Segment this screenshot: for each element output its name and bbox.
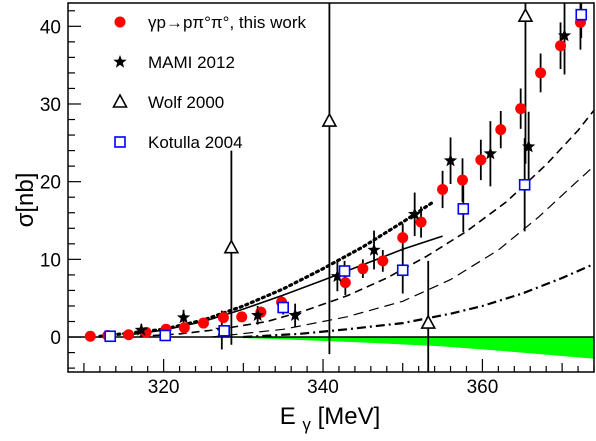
- y-tick-label-0: 0: [50, 328, 61, 349]
- theory-curve-solid: [123, 235, 443, 337]
- data-point-s1-1: [176, 310, 191, 324]
- x-tick-label-2: 360: [467, 377, 499, 398]
- y-tick-label-2: 20: [40, 173, 61, 194]
- data-point-s1-6: [367, 243, 381, 256]
- data-point-s1-3: [251, 308, 265, 321]
- data-point-s0-7: [217, 312, 229, 324]
- data-point-s0-12: [357, 263, 369, 275]
- data-point-s3-5: [396, 264, 409, 277]
- legend-label-1: MAMI 2012: [148, 53, 235, 72]
- data-point-s0-14: [397, 232, 409, 244]
- data-point-s0-22: [555, 40, 567, 52]
- y-tick-label-3: 30: [40, 95, 61, 116]
- data-point-s2-3: [517, 7, 534, 23]
- data-point-s0-21: [535, 67, 547, 79]
- x-axis-title-main: E: [280, 403, 296, 430]
- data-point-s3-2: [218, 325, 231, 337]
- legend-marker-0: [114, 16, 126, 28]
- legend-label-2: Wolf 2000: [148, 93, 224, 112]
- data-point-s0-18: [475, 154, 487, 166]
- theory-curve-dotted: [98, 199, 437, 338]
- systematic-band: [211, 337, 595, 359]
- data-point-s0-0: [84, 330, 96, 342]
- data-point-s0-17: [457, 174, 468, 186]
- x-tick-label-0: 320: [148, 377, 180, 398]
- data-point-s0-13: [377, 255, 389, 267]
- data-point-s3-3: [277, 301, 289, 314]
- data-point-s0-20: [515, 103, 527, 115]
- data-point-s3-4: [338, 265, 351, 277]
- data-point-s1-0: [134, 323, 148, 336]
- data-point-s3-7: [518, 178, 531, 191]
- plot-frame: [67, 2, 595, 373]
- x-tick-label-1: 340: [307, 377, 339, 398]
- legend: γp→pπ°π°, this work MAMI 2012 Wolf 2000 Kot…: [112, 13, 306, 152]
- data-point-s3-1: [159, 329, 172, 342]
- x-axis-title-unit: [MeV]: [318, 403, 381, 430]
- data-point-s1-10: [522, 139, 536, 153]
- data-point-s0-11: [339, 277, 351, 289]
- data-point-s0-8: [236, 311, 248, 323]
- data-point-s0-2: [123, 329, 135, 341]
- data-point-s0-16: [437, 183, 449, 195]
- band-layer: [211, 337, 595, 359]
- legend-marker-1: [113, 55, 127, 68]
- legend-marker-3: [114, 136, 126, 148]
- marker-layer: [84, 7, 588, 343]
- data-point-s1-7: [408, 207, 422, 220]
- data-point-s0-6: [197, 317, 209, 329]
- y-axis-title: σ[nb]: [12, 173, 39, 228]
- theory-curve-dash-dot: [243, 262, 595, 339]
- data-point-s0-5: [178, 322, 190, 334]
- data-point-s1-8: [443, 153, 458, 167]
- theory-curve-long-dashed: [211, 165, 595, 338]
- data-point-s1-9: [483, 146, 498, 160]
- data-point-s1-4: [288, 308, 302, 321]
- x-axis-title-sub: γ: [302, 415, 311, 434]
- data-point-s2-0: [223, 239, 240, 254]
- x-axis-title: E γ [MeV]: [280, 403, 381, 436]
- axis-layer: 320 340 360 0 10 20 30 40: [40, 2, 595, 398]
- legend-label-3: Kotulla 2004: [148, 133, 243, 152]
- y-tick-label-4: 40: [40, 17, 61, 38]
- legend-label-0: γp→pπ°π°, this work: [148, 13, 306, 32]
- data-point-s2-1: [321, 112, 338, 127]
- data-point-s3-8: [575, 8, 588, 21]
- data-point-s2-2: [420, 314, 437, 329]
- data-point-s1-5: [330, 269, 344, 283]
- data-point-s3-0: [104, 330, 117, 343]
- data-point-s3-6: [457, 203, 470, 215]
- data-point-s0-19: [495, 124, 507, 136]
- data-point-s1-11: [557, 28, 572, 42]
- y-tick-label-1: 10: [40, 250, 61, 271]
- legend-marker-2: [112, 93, 128, 108]
